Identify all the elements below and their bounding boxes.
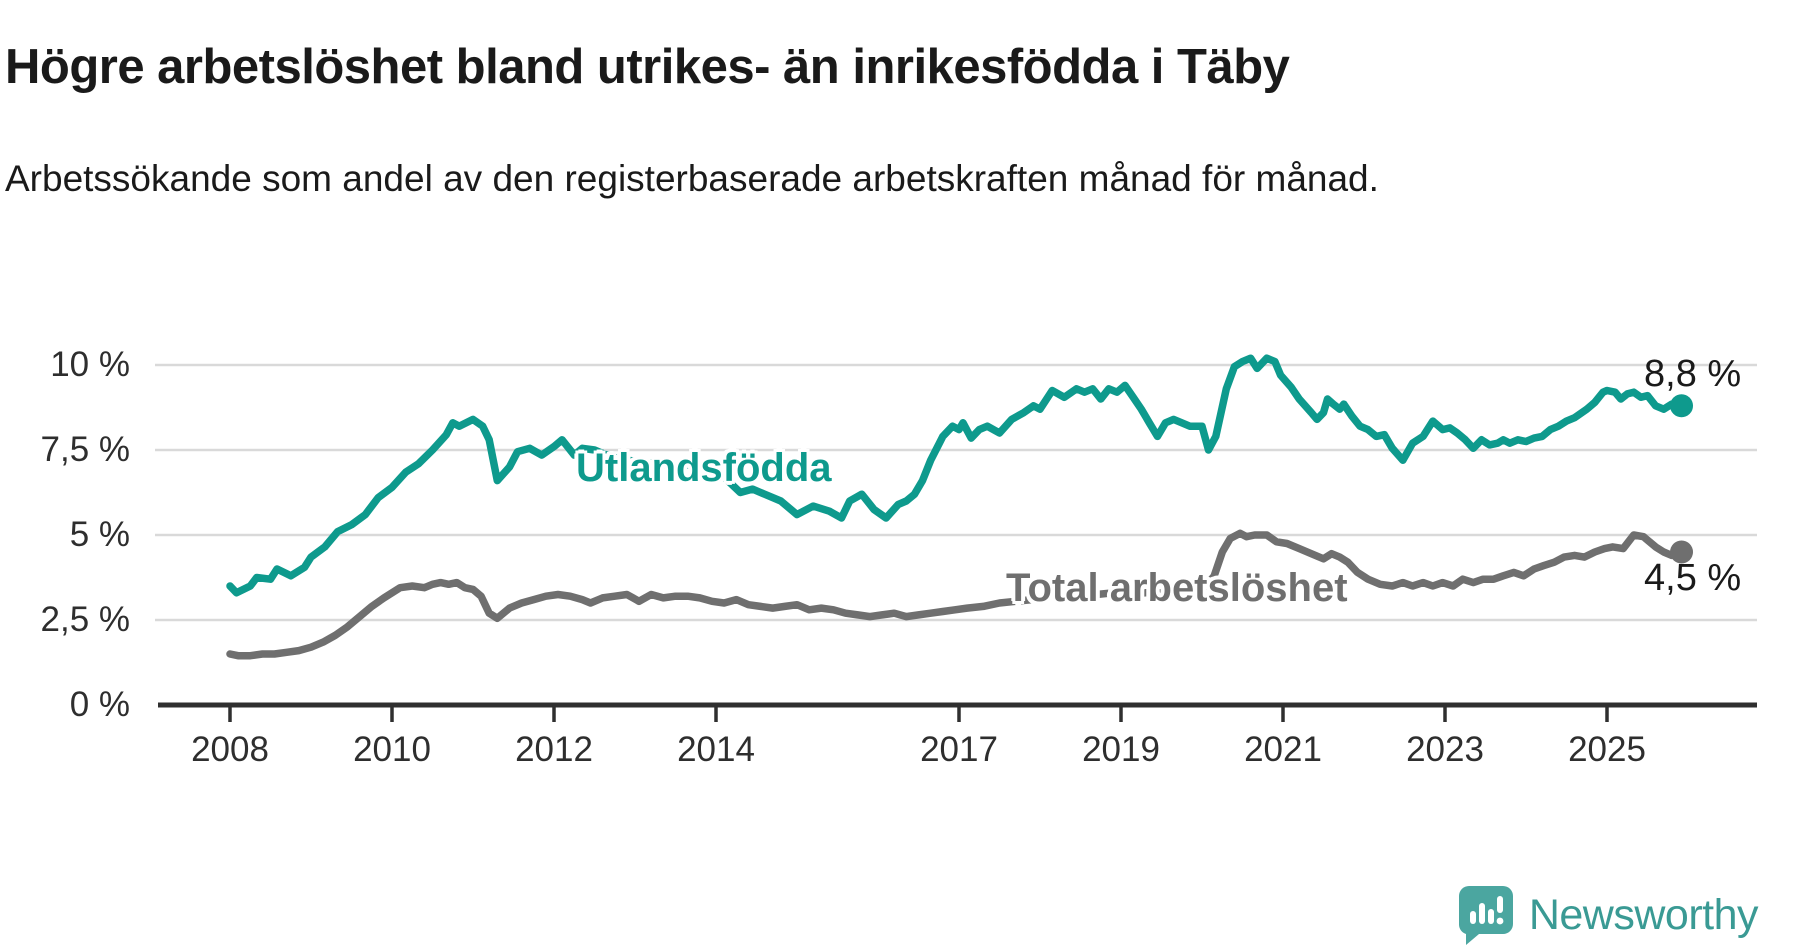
newsworthy-logo-text: Newsworthy [1528,891,1759,939]
chart-subtitle: Arbetssökande som andel av den registerb… [5,158,1379,199]
x-tick-label: 2012 [515,730,593,769]
x-tick-label: 2021 [1244,730,1322,769]
y-tick-label: 5 % [69,515,130,554]
newsworthy-logo: Newsworthy [1457,884,1759,946]
x-tick-label: 2008 [191,730,269,769]
end-value-label-utlandsfodda: 8,8 % [1644,353,1742,395]
x-tick-label: 2019 [1082,730,1160,769]
x-tick-label: 2014 [677,730,755,769]
page-title: Högre arbetslöshet bland utrikes- än inr… [5,39,1290,94]
y-tick-label: 0 % [69,685,130,724]
line-total-arbetsl-shet [226,529,1686,660]
y-tick-label: 7,5 % [40,430,131,469]
end-dot [1670,394,1694,418]
line-utlandsf-dda [226,354,1686,597]
x-tick-label: 2017 [920,730,998,769]
newsworthy-logo-icon [1457,884,1515,946]
y-tick-label: 2,5 % [40,600,131,639]
x-tick-label: 2025 [1568,730,1646,769]
end-dot [1670,540,1694,564]
x-tick-label: 2010 [353,730,431,769]
y-tick-label: 10 % [50,345,130,384]
x-tick-label: 2023 [1406,730,1484,769]
series-label-total-arbetsloshet: Total arbetslöshet [1006,566,1348,610]
end-value-label-total: 4,5 % [1644,557,1742,599]
series-label-utlandsfodda: Utlandsfödda [576,446,832,490]
